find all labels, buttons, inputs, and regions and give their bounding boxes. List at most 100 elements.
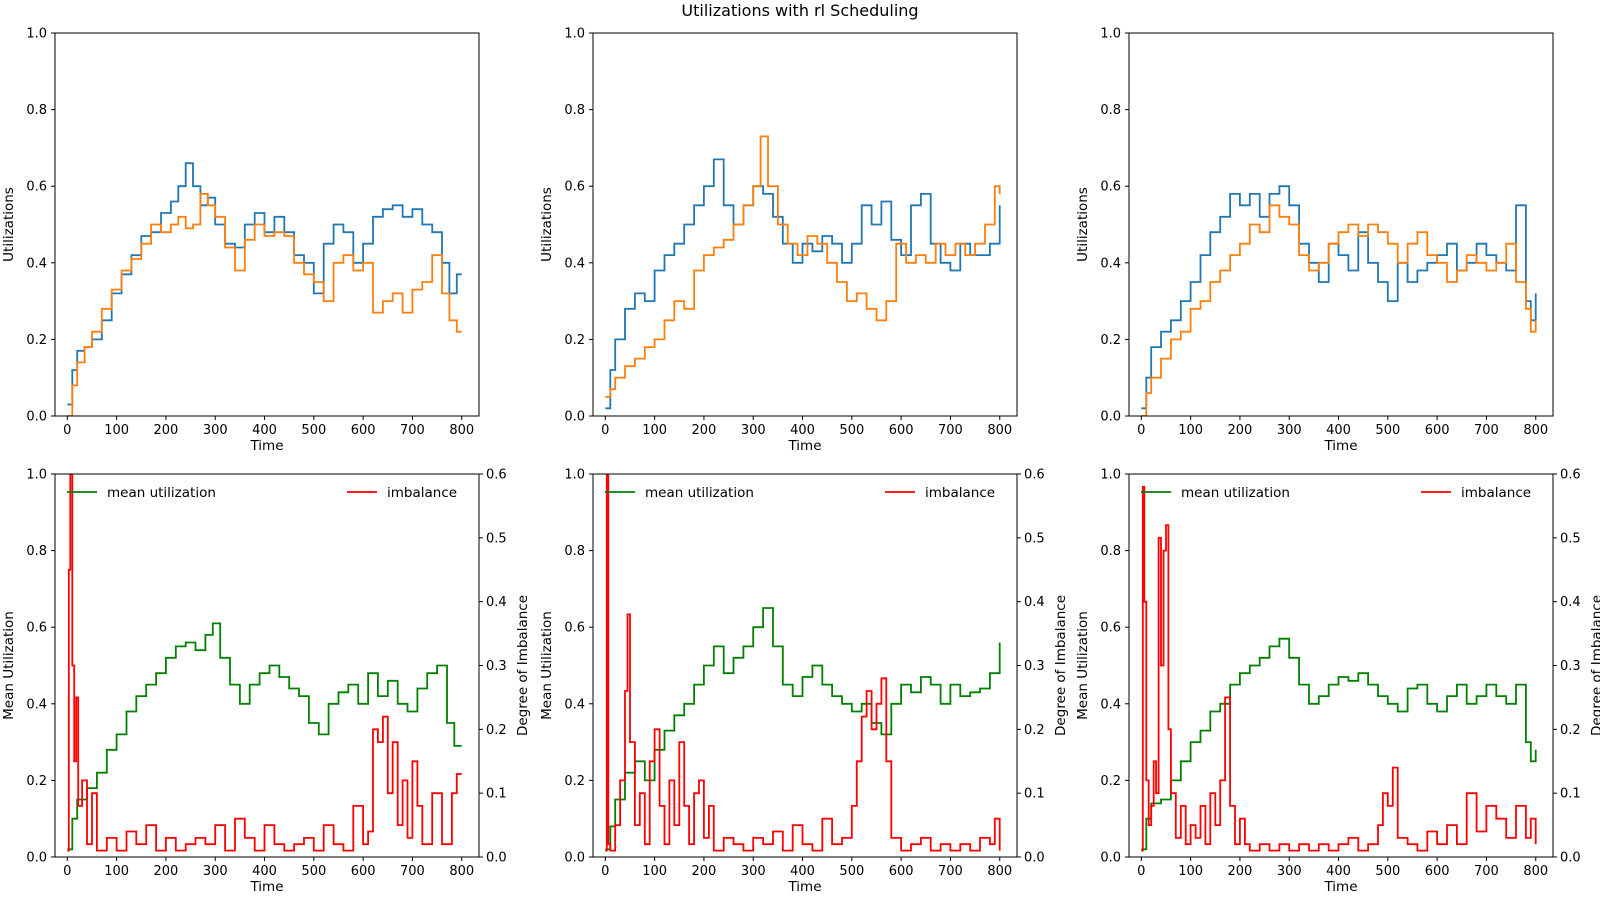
y-tick-label: 0.6 [564,180,585,195]
y-tick-label: 0.2 [1100,774,1121,789]
x-tick-label: 600 [351,423,376,438]
series-line-1 [605,158,1001,410]
y-tick-label: 1.0 [1100,27,1121,42]
legend: mean utilization imbalance [605,485,995,501]
x-tick-label: 200 [154,423,179,438]
plot-area [67,162,462,416]
x-axis-label: Time [1323,879,1357,895]
y-tick-label: 1.0 [564,468,585,483]
y-axis-label: Mean Utilization [1,611,17,720]
x-tick-label: 700 [938,423,963,438]
y-tick-label: 0.8 [1100,544,1121,559]
x-tick-label: 400 [790,423,815,438]
y2-tick-label: 0.6 [486,468,507,483]
legend-label-imbalance: imbalance [1461,485,1531,501]
x-tick-label: 0 [63,864,71,879]
x-tick-label: 300 [741,864,766,879]
y2-tick-label: 0.0 [1560,851,1581,866]
axes-frame [1128,32,1554,417]
axes-frame [1128,473,1554,858]
y-tick-label: 0.8 [26,103,47,118]
y2-tick-label: 0.3 [1024,659,1045,674]
imbalance-line [1141,485,1537,852]
y-tick-label: 0.0 [564,410,585,425]
x-tick-label: 0 [1137,864,1145,879]
y-tick-label: 0.4 [564,697,585,712]
y2-axis-label: Degree of Imbalance [515,595,531,736]
subplot-3: 0 100 200 300 400 500 600 700 800 0.0 0.2 0.4 0.6 0.8… [1075,27,1554,454]
x-tick-label: 500 [301,864,326,879]
x-tick-label: 200 [692,423,717,438]
plot-area [1141,185,1537,416]
x-tick-label: 600 [1425,423,1450,438]
y2-tick-label: 0.4 [1560,595,1581,610]
x-tick-label: 100 [642,864,667,879]
y2-tick-label: 0.2 [486,723,507,738]
y-tick-label: 1.0 [1100,468,1121,483]
mean-utilization-line [1141,637,1537,851]
y-tick-label: 1.0 [26,27,47,42]
x-tick-label: 600 [889,423,914,438]
y-tick-label: 0.6 [564,621,585,636]
y2-tick-label: 0.2 [1024,723,1045,738]
x-tick-label: 300 [203,864,228,879]
y-tick-label: 0.8 [26,544,47,559]
y2-tick-label: 0.5 [1024,531,1045,546]
y2-axis-label: Degree of Imbalance [1053,595,1069,736]
y2-tick-label: 0.0 [1024,851,1045,866]
x-tick-label: 500 [301,423,326,438]
x-tick-label: 700 [400,423,425,438]
x-tick-label: 600 [351,864,376,879]
y2-tick-label: 0.2 [1560,723,1581,738]
y2-tick-label: 0.1 [1024,787,1045,802]
series-line-1 [67,162,462,406]
plot-area [605,474,1001,852]
legend-label-mean: mean utilization [645,485,754,501]
plot-area [1141,485,1537,852]
axes-frame [592,473,1018,858]
y2-tick-label: 0.4 [1024,595,1045,610]
x-axis-label: Time [787,438,821,454]
x-tick-label: 600 [1425,864,1450,879]
x-tick-label: 0 [63,423,71,438]
y-tick-label: 0.0 [26,410,47,425]
x-tick-label: 800 [1523,864,1548,879]
x-tick-label: 800 [987,423,1012,438]
y-tick-label: 0.8 [564,544,585,559]
x-tick-label: 200 [1228,864,1253,879]
x-tick-label: 300 [203,423,228,438]
y-axis-label: Utilizations [539,187,555,262]
x-tick-label: 200 [1228,423,1253,438]
x-tick-label: 500 [839,864,864,879]
series-line-2 [1141,204,1537,416]
figure-suptitle: Utilizations with rl Scheduling [681,1,918,20]
x-tick-label: 700 [400,864,425,879]
y-axis-label: Mean Utilization [1075,611,1091,720]
y2-axis-label: Degree of Imbalance [1589,595,1600,736]
imbalance-line [605,474,1001,852]
x-tick-label: 200 [692,864,717,879]
legend-label-mean: mean utilization [1181,485,1290,501]
subplot-1: 0 100 200 300 400 500 600 700 800 0.0 0.2 0.4 0.6 0.8… [1,27,480,454]
y2-tick-label: 0.3 [486,659,507,674]
y2-tick-label: 0.0 [486,851,507,866]
x-tick-label: 0 [601,864,609,879]
y-tick-label: 1.0 [564,27,585,42]
x-axis-label: Time [249,438,283,454]
x-tick-label: 100 [104,423,129,438]
legend: mean utilization imbalance [67,485,457,501]
y2-tick-label: 0.5 [1560,531,1581,546]
x-tick-label: 100 [104,864,129,879]
x-tick-label: 100 [642,423,667,438]
plot-area [67,474,462,852]
y2-tick-label: 0.6 [1560,468,1581,483]
y2-tick-label: 0.4 [486,595,507,610]
y-tick-label: 0.6 [1100,180,1121,195]
y-tick-label: 1.0 [26,468,47,483]
x-tick-label: 500 [1375,864,1400,879]
x-tick-label: 100 [1178,423,1203,438]
x-tick-label: 0 [1137,423,1145,438]
y-tick-label: 0.2 [26,774,47,789]
x-axis-label: Time [1323,438,1357,454]
